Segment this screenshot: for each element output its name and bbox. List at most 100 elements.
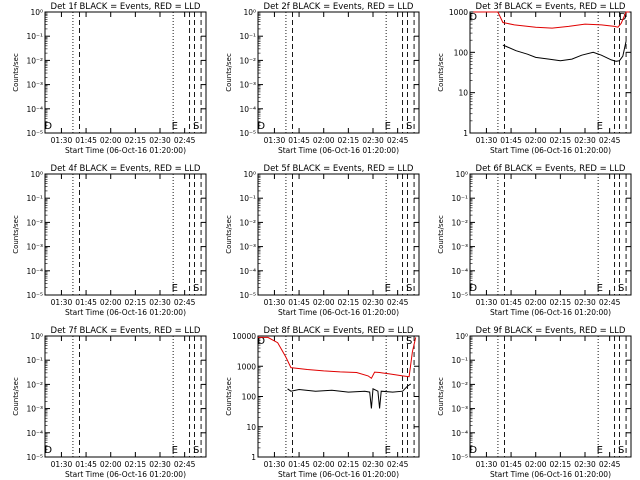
y-tick-label: 10⁰: [455, 332, 468, 341]
x-tick-label: 01:45: [75, 298, 97, 307]
x-tick-label: 02:30: [149, 298, 171, 307]
x-tick-label: 02:15: [338, 298, 360, 307]
x-tick-label: 02:45: [599, 298, 621, 307]
x-tick-label: 02:00: [313, 298, 335, 307]
x-tick-label: 02:30: [574, 136, 596, 145]
x-tick-label: 01:45: [500, 136, 522, 145]
x-tick-label: 01:45: [500, 298, 522, 307]
y-tick-label: 10⁻²: [451, 218, 468, 227]
x-tick-label: 02:00: [525, 136, 547, 145]
chart-title: Det 6f BLACK = Events, RED = LLD: [476, 164, 626, 174]
y-tick-label: 10⁻³: [239, 81, 256, 90]
y-tick-label: 10⁻¹: [26, 32, 43, 41]
event-marker-label: E: [172, 283, 178, 294]
x-tick-label: 01:45: [75, 460, 97, 469]
chart-title: Det 4f BLACK = Events, RED = LLD: [51, 164, 201, 174]
y-axis-label: Counts/sec: [437, 377, 445, 416]
x-tick-label: 01:30: [51, 460, 73, 469]
y-tick-label: 10⁻⁴: [239, 267, 256, 276]
chart-title: Det 3f BLACK = Events, RED = LLD: [476, 2, 626, 12]
y-tick-label: 10⁰: [243, 170, 256, 179]
chart-title: Det 9f BLACK = Events, RED = LLD: [476, 326, 626, 336]
x-tick-label: 01:45: [500, 460, 522, 469]
y-tick-label: 10: [458, 89, 468, 98]
y-tick-label: 10⁻²: [239, 56, 256, 65]
event-marker-label: E: [385, 121, 391, 132]
event-marker-label: D: [44, 121, 52, 132]
y-tick-label: 10⁰: [30, 332, 43, 341]
y-tick-label: 1000: [449, 8, 468, 17]
plot-frame: [469, 11, 632, 134]
x-tick-label: 02:15: [338, 136, 360, 145]
y-tick-label: 1000: [237, 362, 256, 371]
event-marker-label: D: [469, 283, 477, 294]
y-tick-label: 10⁻²: [26, 218, 43, 227]
y-axis-label: Counts/sec: [12, 53, 20, 92]
y-tick-label: 10⁻³: [239, 243, 256, 252]
event-marker-label: D: [469, 445, 477, 456]
x-tick-label: 02:45: [387, 136, 409, 145]
event-marker-label: S: [406, 121, 412, 132]
y-tick-label: 10⁻⁵: [26, 291, 43, 300]
y-tick-label: 10⁻⁴: [451, 267, 468, 276]
x-tick-label: 02:15: [125, 136, 147, 145]
y-axis-label: Counts/sec: [437, 53, 445, 92]
event-marker-label: S: [406, 336, 412, 347]
y-tick-label: 10⁻⁴: [26, 429, 43, 438]
event-marker-label: S: [406, 283, 412, 294]
x-axis-label: Start Time (06-Oct-16 01:20:00): [490, 146, 611, 155]
x-tick-label: 02:45: [387, 298, 409, 307]
x-tick-label: 01:30: [264, 298, 286, 307]
y-tick-label: 1: [463, 129, 468, 138]
y-axis-label: Counts/sec: [12, 215, 20, 254]
y-tick-label: 10⁻¹: [451, 194, 468, 203]
y-tick-label: 10⁻⁵: [26, 453, 43, 462]
y-tick-label: 10000: [232, 332, 256, 341]
y-tick-label: 10⁻⁴: [239, 105, 256, 114]
y-tick-label: 10⁻³: [26, 243, 43, 252]
x-tick-label: 01:30: [264, 460, 286, 469]
x-tick-label: 02:15: [550, 298, 572, 307]
plot-frame: [469, 173, 632, 296]
chart-title: Det 2f BLACK = Events, RED = LLD: [264, 2, 414, 12]
chart-panel-3: Det 3f BLACK = Events, RED = LLD 1000 10 01…: [437, 2, 632, 155]
chart-panel-6: Det 6f BLACK = Events, RED = LLD 10⁰ 10⁻¹ 1…: [437, 164, 632, 317]
y-tick-label: 1: [251, 453, 256, 462]
x-axis-label: Start Time (06-Oct-16 01:20:00): [65, 470, 186, 479]
event-marker-label: D: [257, 336, 265, 347]
x-tick-label: 02:30: [362, 460, 384, 469]
y-axis-label: Counts/sec: [437, 215, 445, 254]
plot-frame: [44, 173, 207, 296]
x-tick-label: 02:15: [550, 460, 572, 469]
x-tick-label: 02:30: [574, 460, 596, 469]
x-tick-label: 01:30: [51, 136, 73, 145]
y-tick-label: 10⁻⁴: [26, 105, 43, 114]
x-tick-label: 02:15: [125, 298, 147, 307]
event-marker-label: S: [193, 445, 199, 456]
y-tick-label: 10⁻²: [26, 380, 43, 389]
y-tick-label: 10⁻¹: [239, 194, 256, 203]
event-marker-label: E: [385, 283, 391, 294]
x-tick-label: 02:00: [100, 298, 122, 307]
y-tick-label: 10⁻⁵: [239, 291, 256, 300]
x-tick-label: 02:00: [313, 460, 335, 469]
x-tick-label: 02:45: [174, 136, 196, 145]
y-tick-label: 10⁻²: [26, 56, 43, 65]
y-tick-label: 10⁻²: [451, 380, 468, 389]
x-tick-label: 02:45: [174, 298, 196, 307]
plot-frame: [257, 11, 420, 134]
series-line-lld: [473, 11, 630, 29]
x-tick-label: 02:45: [387, 460, 409, 469]
x-tick-label: 01:30: [51, 298, 73, 307]
y-axis-label: Counts/sec: [225, 377, 233, 416]
y-tick-label: 10⁰: [30, 8, 43, 17]
y-tick-label: 10⁻⁵: [239, 129, 256, 138]
y-tick-label: 10⁻¹: [26, 356, 43, 365]
y-tick-label: 10⁰: [455, 170, 468, 179]
x-tick-label: 02:00: [525, 298, 547, 307]
plot-frame: [44, 11, 207, 134]
event-marker-label: E: [597, 121, 603, 132]
chart-panel-5: Det 5f BLACK = Events, RED = LLD 10⁰ 10⁻¹ 1…: [225, 164, 420, 317]
y-tick-label: 10⁻⁵: [26, 129, 43, 138]
x-tick-label: 02:30: [362, 298, 384, 307]
